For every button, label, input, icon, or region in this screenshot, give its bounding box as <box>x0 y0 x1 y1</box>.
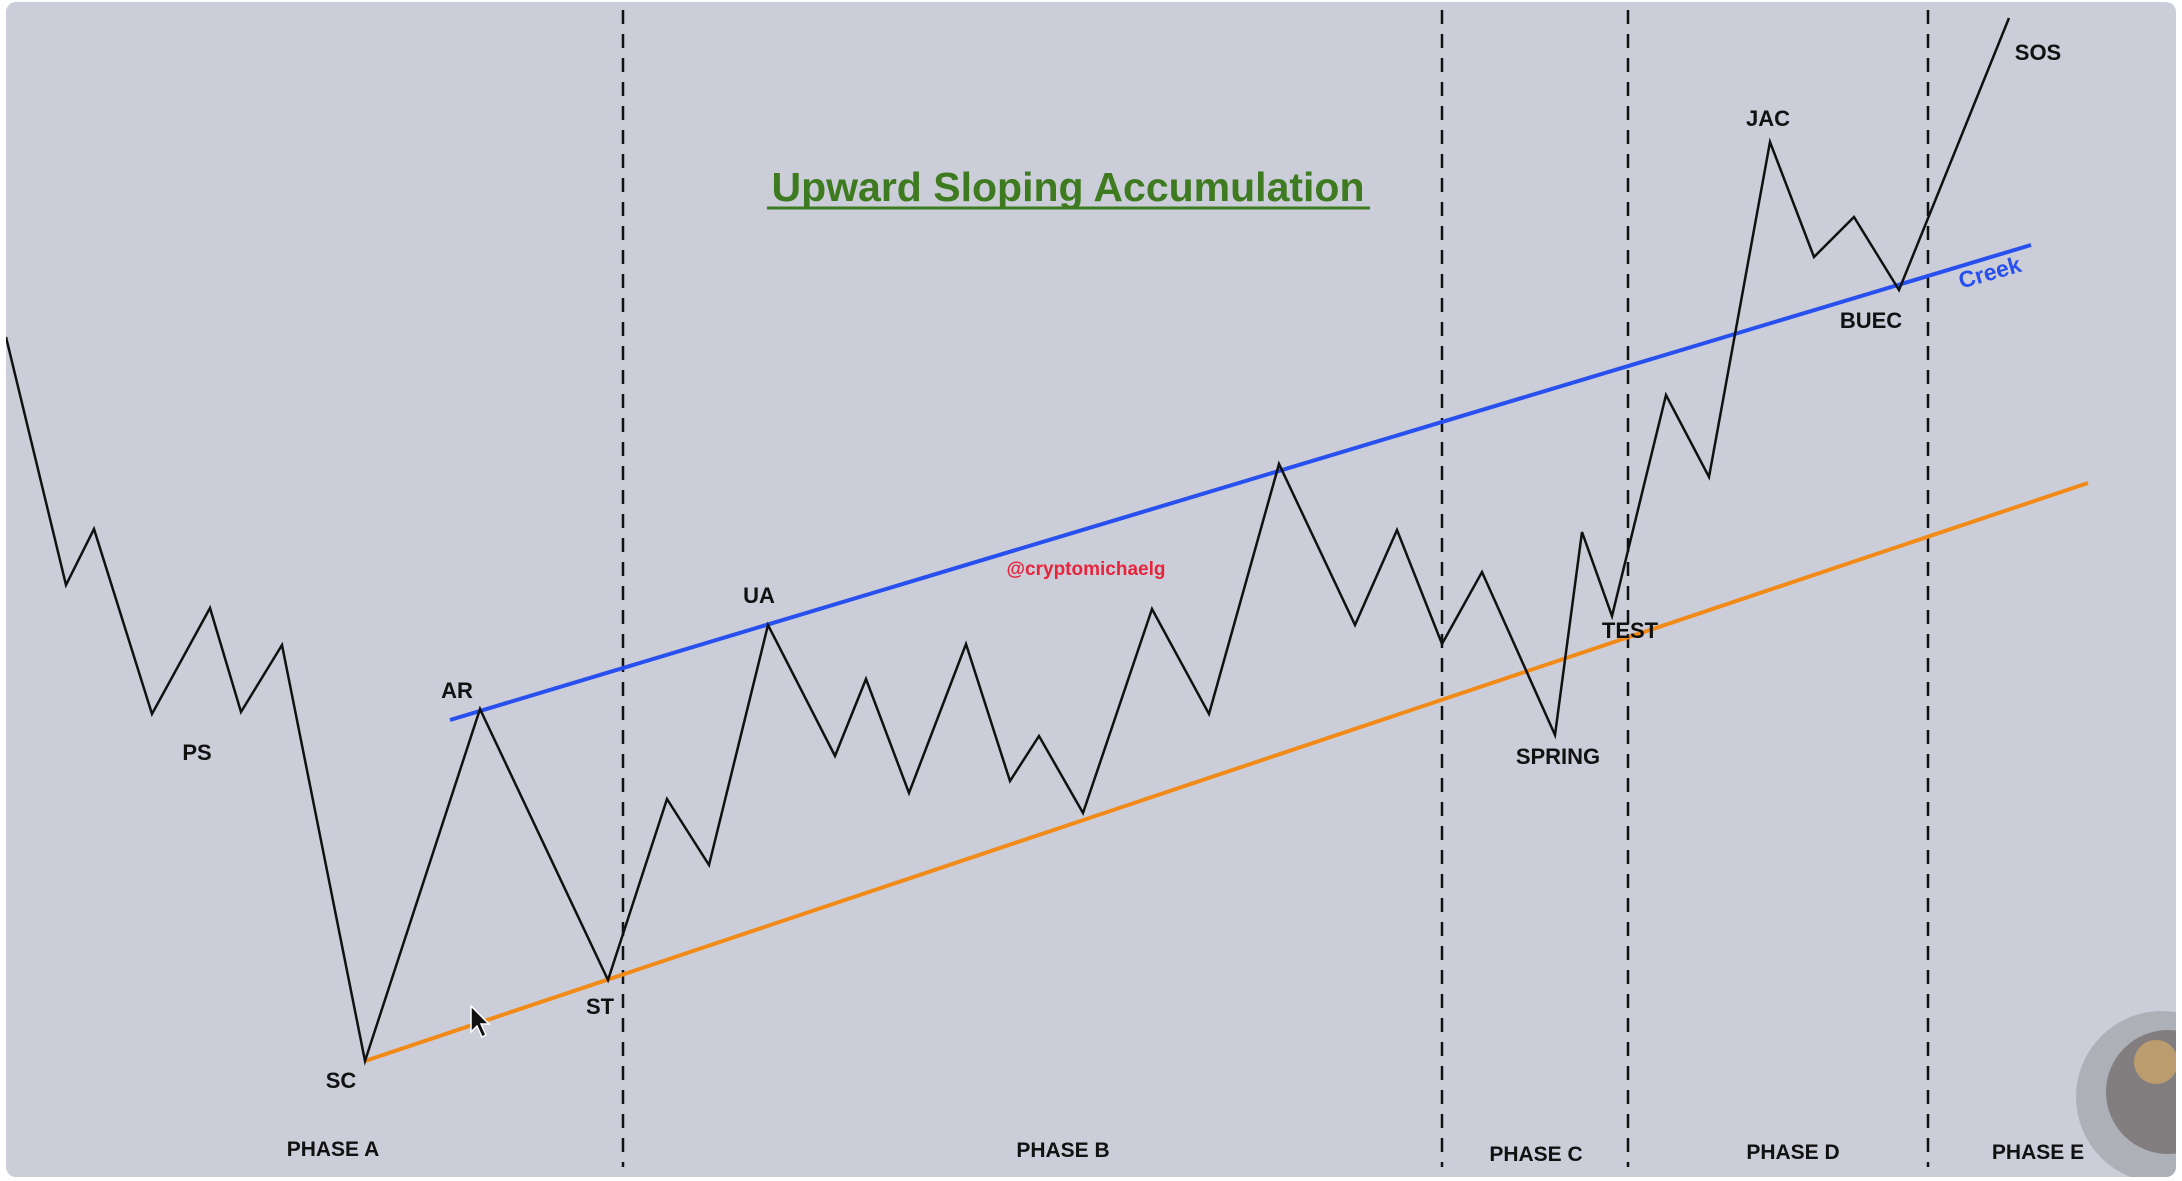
event-label-sc: SC <box>326 1068 357 1093</box>
event-label-ar: AR <box>441 678 473 703</box>
event-label-buec: BUEC <box>1840 308 1902 333</box>
phase-label-b: PHASE B <box>1016 1139 1109 1162</box>
event-label-test: TEST <box>1602 618 1659 643</box>
event-label-spring: SPRING <box>1516 744 1600 769</box>
event-label-st: ST <box>586 994 615 1019</box>
accumulation-diagram: Upward Sloping Accumulation @cryptomicha… <box>6 10 2176 1177</box>
phase-label-e: PHASE E <box>1992 1141 2084 1164</box>
phase-label-c: PHASE C <box>1489 1143 1582 1166</box>
presenter-avatar <box>2076 1011 2176 1177</box>
phase-label-d: PHASE D <box>1746 1141 1839 1164</box>
mouse-cursor-icon <box>470 1004 491 1039</box>
creek-line <box>449 243 2032 722</box>
diagram-canvas: Upward Sloping Accumulation @cryptomicha… <box>6 2 2176 1177</box>
diagram-title: Upward Sloping Accumulation <box>772 164 1365 210</box>
price-path <box>6 17 2011 1066</box>
event-label-ua: UA <box>743 583 775 608</box>
event-label-jac: JAC <box>1746 106 1790 131</box>
support-line <box>364 481 2089 1063</box>
author-handle: @cryptomichaelg <box>1007 559 1166 580</box>
event-label-sos: SOS <box>2015 40 2061 65</box>
event-label-ps: PS <box>182 740 211 765</box>
phase-label-a: PHASE A <box>287 1138 380 1161</box>
